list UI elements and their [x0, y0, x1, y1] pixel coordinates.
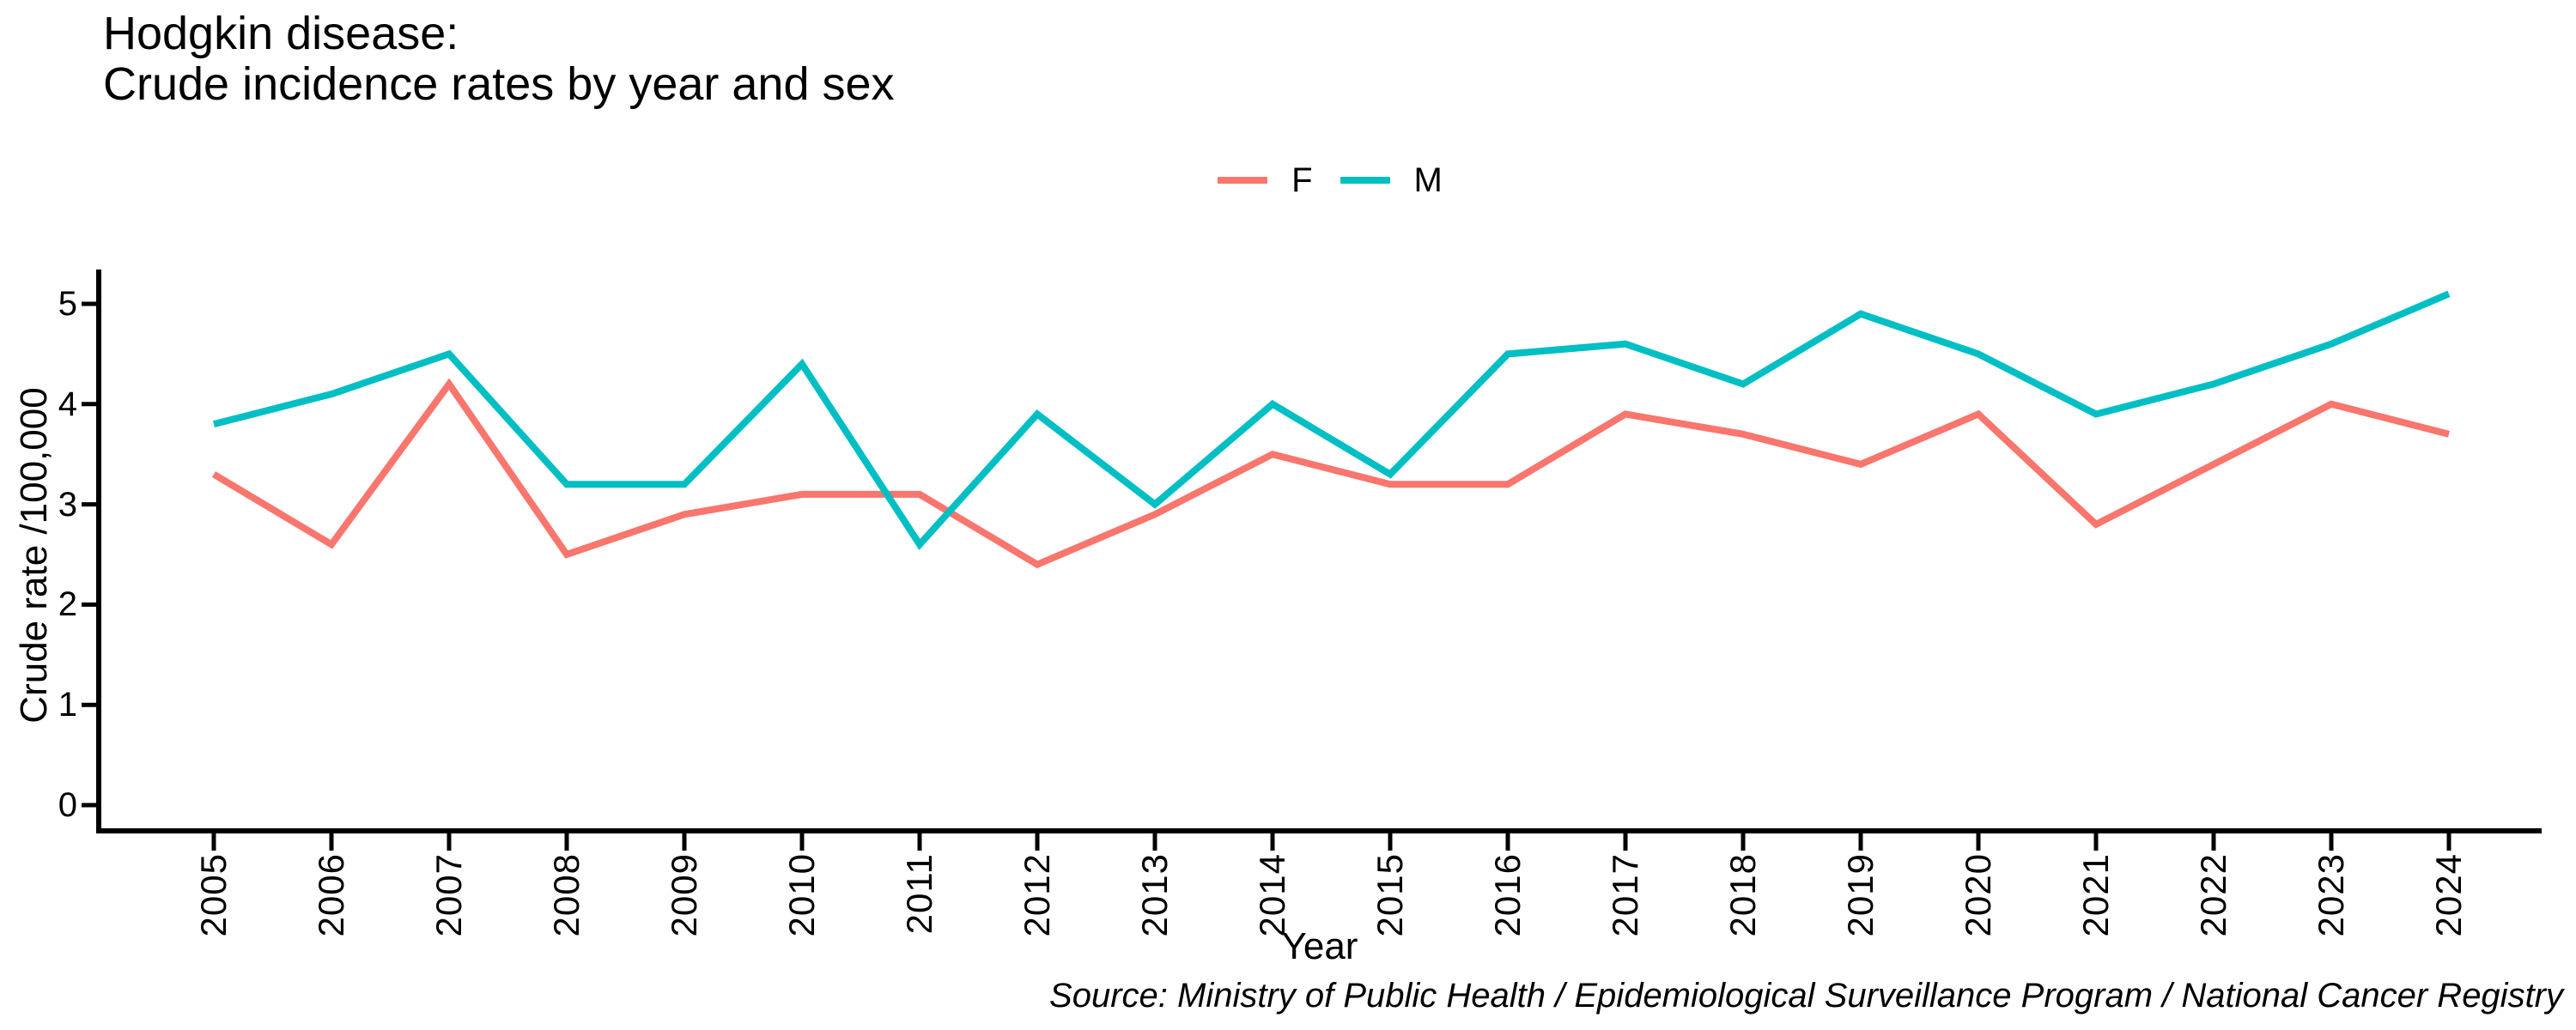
chart-title-line2: Crude incidence rates by year and sex [103, 58, 895, 110]
legend-swatch-f [1218, 177, 1268, 184]
x-tick-label-text: 2019 [1840, 853, 1880, 937]
series-line-m [213, 290, 2451, 550]
y-tick-label: 1 [58, 686, 77, 724]
y-tick-label: 4 [58, 385, 77, 423]
x-tick-label-text: 2012 [1017, 853, 1057, 937]
x-tick-label-text: 2009 [664, 853, 704, 937]
y-tick-label: 2 [58, 585, 77, 624]
series-line-f [211, 378, 2450, 569]
y-tick-label: 5 [58, 285, 77, 323]
legend-label-f: F [1291, 161, 1313, 199]
x-tick-label-text: 2013 [1134, 853, 1175, 937]
x-tick-label-text: 2016 [1487, 853, 1528, 937]
legend-item-m: M [1340, 163, 1443, 197]
x-tick-label-text: 2014 [1252, 853, 1292, 937]
x-tick-label-text: 2018 [1722, 853, 1763, 937]
source-note: Source: Ministry of Public Health / Epid… [1049, 977, 2563, 1015]
x-tick-label-text: 2023 [2311, 853, 2351, 937]
chart-title: Hodgkin disease: Crude incidence rates b… [103, 9, 895, 110]
x-tick-label-text: 2017 [1605, 853, 1645, 937]
x-axis-title-text: Year [1281, 925, 1358, 967]
x-tick-label-text: 2015 [1370, 853, 1410, 937]
y-tick-label: 3 [58, 485, 77, 524]
y-tick-label: 0 [58, 786, 77, 824]
x-tick-label-text: 2011 [899, 853, 939, 935]
chart-title-line1: Hodgkin disease: [103, 8, 459, 59]
x-tick-label-text: 2024 [2428, 853, 2469, 937]
legend-item-f: F [1218, 161, 1313, 199]
x-tick-label-text: 2010 [781, 853, 822, 937]
y-axis-title: Crude rate /100,000 [13, 387, 55, 724]
legend-label-m: M [1413, 161, 1443, 199]
x-tick-label-text: 2022 [2193, 853, 2233, 937]
legend-swatch-m [1340, 177, 1390, 184]
x-tick-label-text: 2008 [546, 853, 586, 937]
x-tick-label-text: 2006 [311, 853, 351, 937]
x-tick-label-text: 2007 [428, 853, 469, 937]
x-tick-label-text: 2020 [1958, 853, 1998, 937]
x-tick-label-text: 2021 [2075, 853, 2116, 937]
x-tick-label-text: 2005 [193, 853, 234, 937]
x-axis-title: Year [0, 925, 2576, 968]
